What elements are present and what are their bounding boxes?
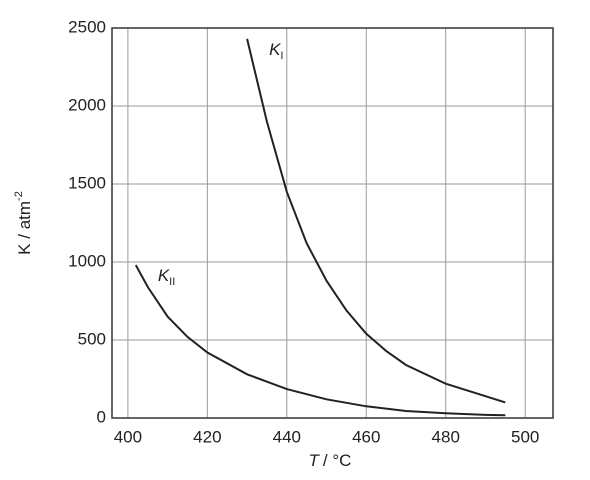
- x-tick-label: 400: [114, 427, 142, 446]
- x-tick-label: 420: [193, 427, 221, 446]
- x-tick-label: 440: [273, 427, 301, 446]
- series-label: KI: [269, 40, 283, 61]
- x-label-unit: / °C: [323, 451, 352, 470]
- y-tick-label: 500: [78, 329, 106, 348]
- x-tick-label: 500: [511, 427, 539, 446]
- series-line: [134, 264, 506, 417]
- y-tick-label: 2000: [68, 95, 106, 114]
- y-label-sup: -2: [13, 191, 25, 201]
- y-tick-label: 0: [97, 407, 106, 426]
- series-line: [246, 38, 506, 404]
- series-sub: II: [169, 276, 175, 288]
- y-tick-label: 2500: [68, 17, 106, 36]
- y-tick-label: 1500: [68, 173, 106, 192]
- series-sub: I: [280, 50, 283, 62]
- y-axis-label: K / atm-2: [13, 191, 35, 255]
- x-tick-label: 460: [352, 427, 380, 446]
- x-label-var: T: [309, 451, 321, 470]
- y-label-text: K / atm: [15, 201, 34, 255]
- series-label: KII: [158, 267, 175, 288]
- series-name: K: [158, 267, 170, 286]
- y-tick-label: 1000: [68, 251, 106, 270]
- plot-frame: [111, 27, 554, 419]
- x-axis-label: T / °C: [309, 451, 352, 470]
- series-name: K: [269, 40, 281, 59]
- x-tick-label: 480: [432, 427, 460, 446]
- grid: [112, 27, 553, 419]
